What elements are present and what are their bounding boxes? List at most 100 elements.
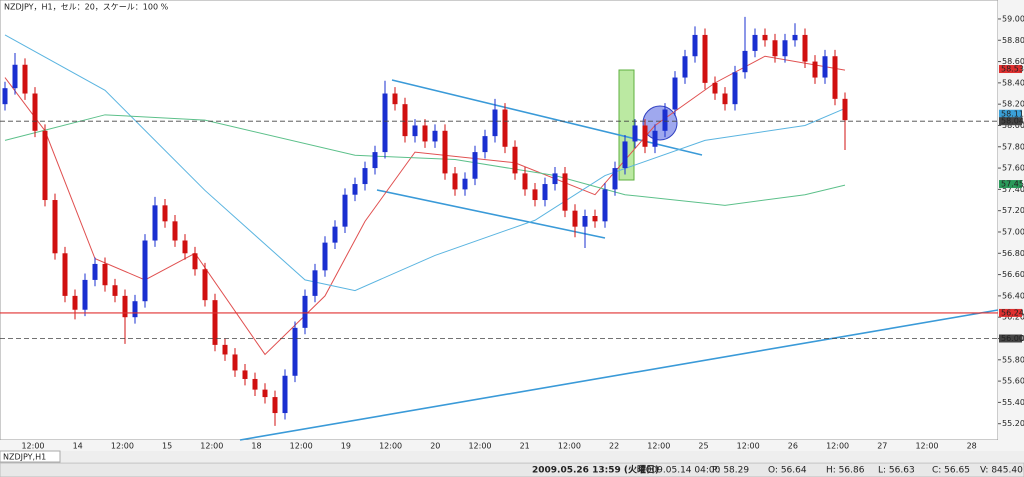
price-label-box — [999, 334, 1022, 343]
candle-body — [332, 226, 338, 243]
candle-body — [382, 93, 388, 153]
candle-body — [832, 56, 838, 99]
candle-body — [302, 295, 308, 328]
status-item: O: 56.64 — [768, 466, 807, 476]
symbol-tab[interactable] — [0, 450, 61, 463]
price-label-box — [999, 308, 1022, 317]
price-label: 57.45 — [1001, 180, 1024, 189]
candle-body — [282, 375, 288, 414]
y-tick-label: 56.60 — [1002, 270, 1024, 279]
y-tick-label: 55.40 — [1002, 398, 1024, 407]
candle-body — [512, 146, 518, 174]
x-tick-label: 28 — [967, 442, 977, 451]
candle-body — [772, 40, 778, 57]
candle-body — [182, 240, 188, 254]
candle-body — [692, 34, 698, 57]
candle-body — [322, 242, 328, 271]
price-label-box — [999, 117, 1022, 126]
y-tick-label: 57.40 — [1002, 185, 1024, 194]
candle-body — [652, 130, 658, 147]
x-tick-label: 12:00 — [915, 442, 938, 451]
status-item: P: 58.29 — [712, 466, 749, 476]
y-tick-label: 58.40 — [1002, 78, 1024, 87]
candle-body — [532, 189, 538, 201]
x-tick-label: 26 — [788, 442, 798, 451]
candle-body — [132, 301, 138, 318]
x-tick-label: 15 — [162, 442, 172, 451]
candle-body — [192, 253, 198, 270]
y-tick-label: 56.80 — [1002, 249, 1024, 258]
price-label: 58.11 — [1001, 109, 1024, 118]
candle-body — [542, 184, 548, 201]
candle-body — [492, 109, 498, 137]
candle-body — [482, 136, 488, 153]
candle-body — [802, 34, 808, 62]
y-tick-label: 57.60 — [1002, 164, 1024, 173]
candle-body — [522, 173, 528, 190]
x-tick-label: 12:00 — [737, 442, 760, 451]
symbol-tab-label[interactable]: NZDJPY,H1 — [3, 453, 46, 462]
x-tick-label: 18 — [251, 442, 261, 451]
candle-body — [82, 279, 88, 310]
candle-body — [232, 354, 238, 371]
candle-body — [272, 397, 278, 414]
y-tick-label: 57.80 — [1002, 142, 1024, 151]
plot-frame — [0, 0, 999, 441]
candle-body — [412, 125, 418, 137]
status-item: H: 56.86 — [826, 466, 865, 476]
candle-body — [572, 210, 578, 227]
candle-body — [262, 389, 268, 398]
moving-average — [4, 114, 846, 206]
x-tick-label: 12:00 — [647, 442, 670, 451]
candle-body — [422, 125, 428, 142]
candle-body — [602, 189, 608, 222]
candle-body — [152, 205, 158, 241]
candle-body — [242, 370, 248, 379]
y-tick-label: 58.80 — [1002, 36, 1024, 45]
highlight-circle — [642, 105, 678, 141]
candle-body — [792, 34, 798, 41]
candle-body — [92, 263, 98, 280]
candle-body — [32, 93, 38, 131]
candle-body — [582, 216, 588, 227]
candle-body — [812, 61, 818, 78]
candle-body — [52, 200, 58, 254]
candle-body — [622, 141, 628, 169]
candle-body — [112, 285, 118, 296]
trend-line — [239, 309, 999, 441]
candle-body — [752, 34, 758, 51]
price-label: 58.53 — [1001, 65, 1024, 74]
candle-body — [2, 88, 8, 105]
y-tick-label: 58.00 — [1002, 121, 1024, 130]
candle-body — [212, 300, 218, 345]
candle-body — [762, 34, 768, 41]
candle-body — [432, 130, 438, 142]
x-tick-label: 12:00 — [200, 442, 223, 451]
candle-body — [682, 56, 688, 78]
candle-body — [642, 125, 648, 147]
candle-body — [502, 109, 508, 147]
candle-body — [702, 34, 708, 83]
moving-average — [4, 34, 846, 292]
x-tick-label: 19 — [341, 442, 351, 451]
channel-lower — [376, 189, 606, 239]
x-tick-label: 12:00 — [468, 442, 491, 451]
candle-body — [562, 173, 568, 211]
candle-body — [462, 178, 468, 190]
candle-body — [352, 184, 358, 195]
candle-body — [552, 173, 558, 185]
x-tick-label: 25 — [698, 442, 708, 451]
y-tick-label: 59.00 — [1002, 14, 1024, 23]
moving-average — [4, 55, 846, 356]
candle-body — [122, 295, 128, 318]
candle-body — [312, 270, 318, 296]
price-label-box — [999, 65, 1022, 74]
candle-body — [632, 125, 638, 142]
channel-upper — [391, 79, 703, 156]
price-axis — [998, 0, 1024, 440]
candle-body — [742, 50, 748, 73]
status-item: 2009.05.14 04:00 — [640, 466, 721, 476]
x-tick-label: 22 — [609, 442, 619, 451]
candle-body — [22, 64, 28, 94]
price-label-box — [999, 180, 1022, 189]
